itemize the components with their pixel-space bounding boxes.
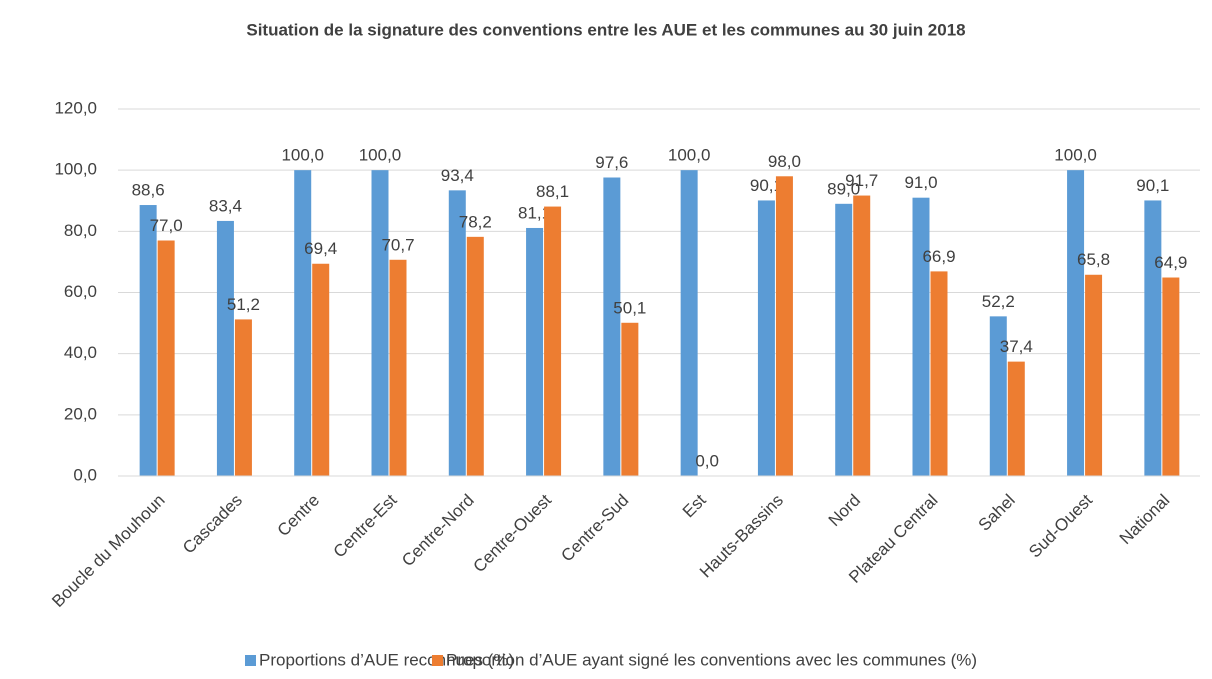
- bar: [389, 259, 407, 476]
- bar: [603, 177, 621, 477]
- data-label: 90,1: [750, 176, 783, 195]
- data-label: 69,4: [304, 239, 337, 258]
- x-tick-label: Sud-Ouest: [1025, 490, 1096, 561]
- data-label: 100,0: [281, 146, 324, 165]
- y-tick-label: 40,0: [64, 343, 97, 362]
- data-label: 100,0: [359, 146, 402, 165]
- data-label: 66,9: [922, 247, 955, 266]
- data-label: 90,1: [1136, 176, 1169, 195]
- x-tick-label: Centre-Ouest: [469, 490, 555, 576]
- x-tick-label: Centre-Nord: [398, 491, 478, 571]
- data-label: 100,0: [1054, 146, 1097, 165]
- chart-title: Situation de la signature des convention…: [246, 20, 965, 39]
- data-label: 100,0: [668, 146, 711, 165]
- legend-label: Proportions d’AUE reconnues (%): [259, 650, 514, 669]
- data-label: 88,1: [536, 182, 569, 201]
- data-label: 70,7: [381, 235, 414, 254]
- x-tick-label: Centre-Est: [330, 490, 401, 561]
- data-label: 0,0: [695, 451, 719, 470]
- data-label: 91,0: [904, 173, 937, 192]
- data-label: 52,2: [982, 292, 1015, 311]
- y-tick-label: 60,0: [64, 282, 97, 301]
- legend-label: Proportion d’AUE ayant signé les convent…: [446, 650, 977, 669]
- y-tick-label: 20,0: [64, 404, 97, 423]
- data-label: 50,1: [613, 298, 646, 317]
- data-label: 83,4: [209, 196, 242, 215]
- data-label: 98,0: [768, 152, 801, 171]
- y-tick-label: 120,0: [54, 98, 97, 117]
- bar: [989, 316, 1007, 476]
- bar: [621, 322, 639, 476]
- data-label: 37,4: [1000, 337, 1033, 356]
- bar: [1162, 277, 1180, 476]
- x-tick-label: Centre: [274, 491, 324, 541]
- x-tick-label: Est: [679, 490, 710, 521]
- data-label: 77,0: [150, 216, 183, 235]
- bar: [294, 170, 312, 476]
- data-label: 81,1: [518, 203, 551, 222]
- bar: [466, 236, 484, 476]
- y-tick-label: 80,0: [64, 221, 97, 240]
- legend-swatch: [432, 655, 443, 666]
- data-label: 93,4: [441, 166, 474, 185]
- bar: [216, 220, 234, 476]
- bar: [544, 206, 562, 476]
- data-label: 51,2: [227, 295, 260, 314]
- x-tick-label: Hauts-Bassins: [696, 491, 787, 582]
- bar: [371, 170, 389, 476]
- data-label: 78,2: [459, 212, 492, 231]
- bar: [448, 190, 466, 476]
- x-tick-label: Centre-Sud: [557, 491, 632, 566]
- bar: [139, 205, 157, 476]
- bar: [1085, 274, 1103, 476]
- bar: [312, 263, 330, 476]
- data-label: 89,0: [827, 179, 860, 198]
- bar: [234, 319, 252, 476]
- bar: [1007, 361, 1025, 476]
- data-label: 91,7: [845, 171, 878, 190]
- x-tick-label: Cascades: [179, 491, 246, 558]
- x-tick-label: National: [1116, 491, 1174, 549]
- bar: [680, 170, 698, 476]
- data-label: 88,6: [132, 181, 165, 200]
- legend-swatch: [245, 655, 256, 666]
- bar: [526, 227, 544, 476]
- bar: [1067, 170, 1085, 476]
- data-label: 64,9: [1154, 253, 1187, 272]
- bar: [157, 240, 175, 476]
- x-tick-label: Boucle du Mouhoun: [48, 491, 168, 611]
- bar: [853, 195, 871, 476]
- bar: [775, 176, 793, 477]
- y-tick-label: 0,0: [73, 465, 97, 484]
- bar: [835, 203, 853, 476]
- bar: [757, 200, 775, 477]
- y-tick-label: 100,0: [54, 160, 97, 179]
- x-tick-label: Sahel: [975, 491, 1019, 535]
- data-label: 97,6: [595, 153, 628, 172]
- x-tick-label: Nord: [825, 491, 864, 530]
- bar: [930, 271, 948, 476]
- data-label: 65,8: [1077, 250, 1110, 269]
- bar: [1144, 200, 1162, 477]
- bar: [912, 197, 930, 477]
